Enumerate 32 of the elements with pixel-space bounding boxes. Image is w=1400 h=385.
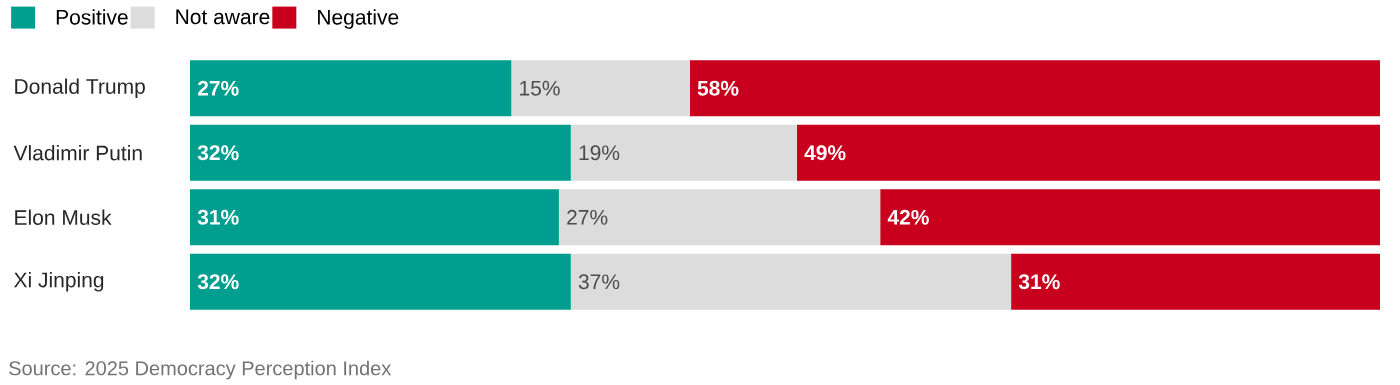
data-label: 31% <box>1018 274 1060 290</box>
bar <box>689 60 1381 117</box>
data-label: 32% <box>197 274 239 290</box>
data-label: 27% <box>567 209 608 225</box>
source-note: Source: 2025 Democracy Perception Index <box>9 360 392 380</box>
bar <box>558 189 881 246</box>
y-tick-label: Xi Jinping <box>13 271 104 292</box>
legend-label: Positive <box>56 9 128 25</box>
data-label: 49% <box>804 145 846 161</box>
data-label: 27% <box>197 80 239 96</box>
legend-label: Not aware <box>176 9 270 25</box>
y-tick-label: Donald Trump <box>15 78 145 99</box>
data-label: 19% <box>579 145 620 161</box>
bar <box>190 189 559 246</box>
bar <box>796 124 1381 181</box>
bar <box>511 60 690 117</box>
bar <box>570 124 797 181</box>
data-label: 15% <box>520 80 560 96</box>
data-label: 37% <box>578 274 620 290</box>
data-label: 42% <box>887 209 929 225</box>
y-tick-label: Elon Musk <box>15 209 112 225</box>
bar <box>190 253 571 310</box>
bar <box>190 60 512 117</box>
data-label: 32% <box>197 145 239 161</box>
data-label: 58% <box>697 80 739 96</box>
bar <box>570 253 1012 310</box>
y-tick-label: Vladimir Putin <box>13 145 142 161</box>
data-label: 31% <box>197 209 239 225</box>
bar <box>880 189 1381 246</box>
legend-label: Negative <box>318 9 399 29</box>
bar <box>190 124 571 181</box>
bar <box>1011 253 1381 310</box>
